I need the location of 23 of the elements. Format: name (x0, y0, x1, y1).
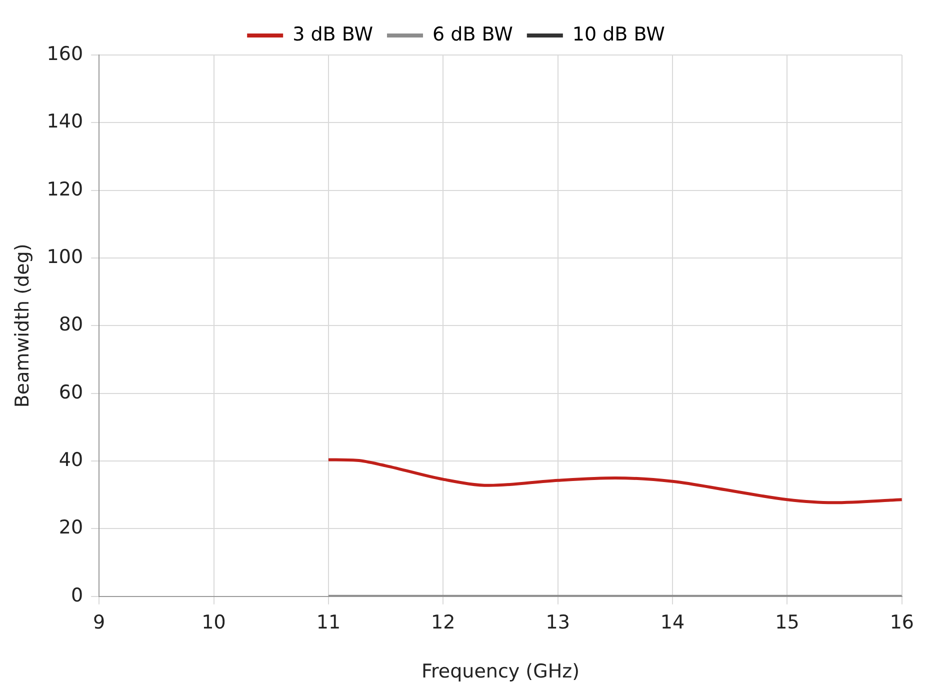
x-tick-label: 10 (202, 612, 226, 634)
legend-label: 3 dB BW (292, 23, 374, 46)
x-tick-label: 13 (546, 612, 570, 634)
y-tick-label: 0 (70, 584, 84, 606)
y-tick-label: 100 (46, 246, 84, 268)
x-tick-label: 16 (890, 612, 914, 634)
y-tick-label: 20 (58, 516, 84, 539)
x-axis-title: Frequency (GHz) (421, 660, 580, 683)
x-tick-label: 14 (660, 612, 685, 634)
y-tick-label: 140 (46, 110, 84, 133)
legend-label: 10 dB BW (572, 23, 666, 46)
y-tick-label: 160 (46, 42, 84, 65)
y-tick-label: 120 (46, 178, 84, 200)
y-axis-title: Beamwidth (deg) (11, 244, 34, 408)
x-tick-label: 15 (775, 612, 800, 634)
x-tick-label: 11 (316, 612, 341, 634)
y-tick-label: 60 (58, 381, 84, 404)
line-series (326, 458, 902, 504)
y-tick-label: 40 (58, 448, 84, 471)
y-tick-label: 80 (58, 314, 84, 336)
x-tick-label: 12 (431, 612, 456, 634)
x-tick-label: 9 (93, 612, 106, 634)
legend-label: 6 dB BW (432, 23, 514, 46)
